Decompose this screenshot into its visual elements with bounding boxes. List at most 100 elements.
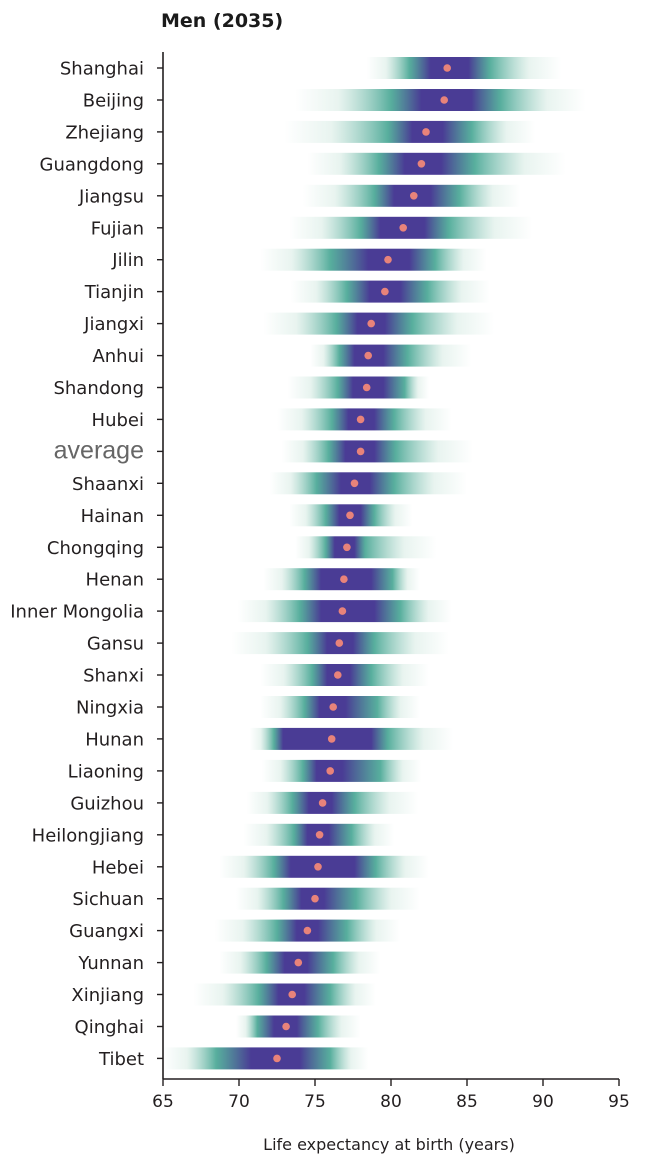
median-point: [346, 511, 354, 520]
median-point: [288, 990, 297, 999]
row-label: Shaanxi: [72, 474, 144, 495]
interval-bar: [219, 855, 429, 878]
row-label: Guizhou: [70, 793, 144, 814]
row-label: Qinghai: [75, 1017, 144, 1038]
interval-bar: [284, 120, 536, 143]
row-label: Inner Mongolia: [10, 602, 144, 623]
chart-title: Men (2035): [161, 10, 283, 32]
row-label: Heilongjiang: [32, 825, 144, 846]
median-point: [440, 96, 449, 104]
interval-bar: [295, 536, 437, 559]
row-label: Guangdong: [40, 154, 145, 175]
median-point: [303, 926, 312, 935]
median-point: [362, 383, 371, 392]
row-label: Chongqing: [47, 538, 144, 559]
x-tick-label: 95: [608, 1092, 630, 1112]
median-point: [410, 192, 418, 200]
row-label: Sichuan: [72, 889, 144, 910]
interval-bar: [269, 472, 467, 495]
row-label: Jiangxi: [83, 314, 144, 335]
row-label: Xinjiang: [71, 985, 144, 1006]
interval-bar: [366, 57, 562, 79]
row-label: Guangxi: [69, 921, 144, 942]
row-label: Hunan: [85, 729, 144, 750]
median-point: [356, 447, 365, 456]
interval-bar: [163, 1047, 369, 1070]
row-label: Shanghai: [60, 59, 144, 80]
row-label: Tianjin: [84, 282, 144, 303]
median-point: [315, 831, 324, 839]
row-label: Gansu: [87, 634, 144, 655]
row-label: Tibet: [98, 1049, 144, 1070]
row-label: Hebei: [92, 857, 144, 878]
row-label: Anhui: [92, 346, 144, 367]
interval-bar: [307, 152, 566, 175]
interval-bar: [290, 280, 490, 303]
x-tick-label: 65: [152, 1092, 174, 1112]
median-point: [343, 543, 351, 552]
interval-bar: [260, 696, 420, 718]
median-point: [326, 767, 335, 775]
x-tick-label: 75: [304, 1092, 326, 1112]
interval-bar: [281, 440, 474, 463]
row-label: Shanxi: [83, 666, 144, 687]
row-label: Hubei: [92, 410, 144, 431]
interval-bar: [236, 1015, 361, 1038]
interval-bar: [263, 312, 495, 335]
row-labels: Shanghai Beijing Zhejiang Guangdong Jiangsu F…: [10, 59, 144, 1070]
interval-bar: [295, 89, 586, 111]
axes: 65 70 75 80 85 90 95: [152, 52, 630, 1112]
interval-bar: [289, 216, 533, 239]
row-label: Jilin: [111, 250, 144, 271]
median-point: [334, 671, 342, 679]
row-label: Ningxia: [76, 698, 144, 719]
interval-bar: [193, 983, 376, 1006]
row-label: Yunnan: [77, 953, 144, 974]
row-label: Zhejiang: [65, 122, 144, 143]
median-point: [364, 351, 373, 360]
median-point: [399, 224, 408, 232]
row-label: Hainan: [81, 506, 144, 527]
median-point: [273, 1054, 281, 1063]
median-point: [417, 160, 426, 168]
median-point: [422, 128, 430, 136]
median-point: [282, 1022, 290, 1031]
median-point: [338, 607, 347, 615]
median-point: [335, 639, 344, 647]
interval-bar: [261, 759, 422, 782]
x-tick-label: 85: [456, 1092, 478, 1112]
interval-bars: [163, 57, 586, 1070]
interval-bar: [287, 376, 429, 399]
interval-bar: [310, 344, 472, 367]
row-label: Henan: [86, 570, 144, 591]
interval-bar: [260, 248, 487, 271]
row-label: Liaoning: [68, 761, 144, 782]
median-point: [318, 799, 327, 807]
x-tick-label: 80: [380, 1092, 402, 1112]
median-points: [273, 64, 452, 1063]
median-point: [340, 575, 348, 583]
x-tick-label: 90: [532, 1092, 554, 1112]
median-point: [367, 319, 376, 328]
median-point: [314, 863, 322, 871]
median-point: [443, 64, 452, 72]
median-point: [381, 287, 389, 296]
interval-bar: [236, 887, 420, 910]
median-point: [356, 415, 365, 424]
median-point: [327, 735, 336, 743]
median-point: [329, 703, 338, 711]
interval-bar: [260, 664, 429, 686]
x-tick-label: 70: [228, 1092, 250, 1112]
median-point: [350, 479, 359, 488]
row-label: Beijing: [83, 91, 144, 112]
interval-bar: [246, 791, 419, 814]
average-annotation: average: [54, 436, 144, 464]
median-point: [311, 894, 319, 903]
row-label: Shandong: [53, 378, 144, 399]
median-point: [384, 255, 392, 264]
median-point: [294, 958, 303, 967]
row-label: Jiangsu: [78, 186, 144, 207]
x-axis-label: Life expectancy at birth (years): [263, 1135, 515, 1154]
row-label: Fujian: [91, 218, 144, 239]
